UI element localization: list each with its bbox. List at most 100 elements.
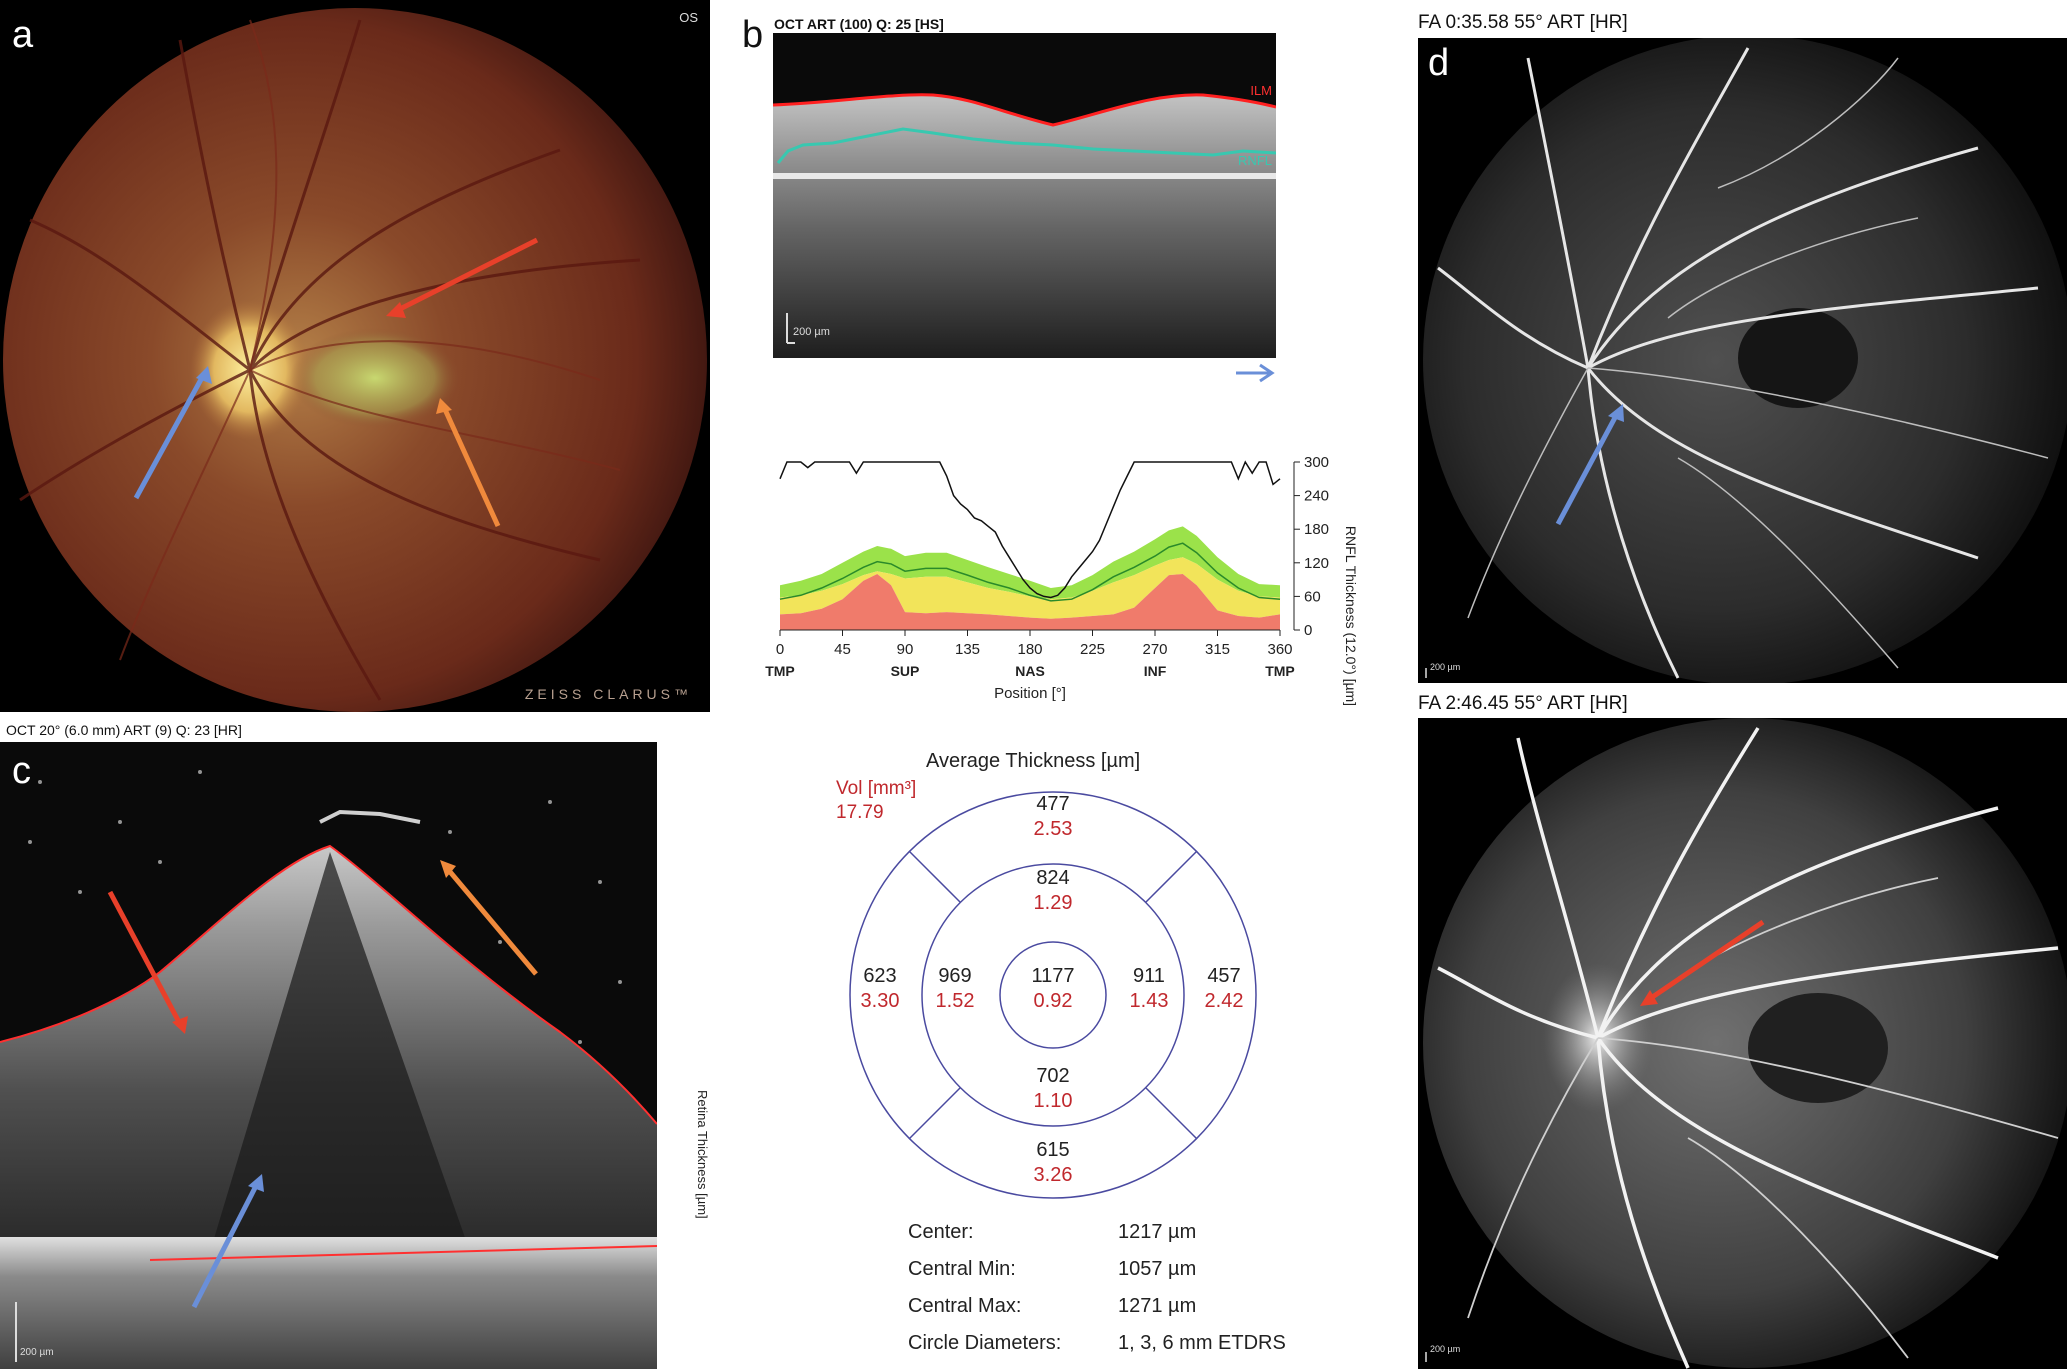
x-tick-label: 135 [955,641,980,658]
etdrs-inner-right: 911 1.43 [1119,964,1179,1014]
y-tick-label: 0 [1304,622,1312,639]
x-tick-label: 225 [1080,641,1105,658]
x-axis-label: Position [°] [994,685,1066,702]
thickness-value: 1177 [1031,965,1075,987]
etdrs-grid [849,791,1257,1199]
etdrs-outer-right: 457 2.42 [1194,964,1254,1014]
panel-c: c 200 µm [0,742,657,1369]
sector-label: SUP [891,663,920,679]
sector-label: TMP [765,663,795,679]
volume-value: 2.42 [1204,990,1244,1012]
fundus-photo [3,8,707,712]
fa-late-scalebar-label: 200 µm [1430,1344,1461,1354]
y-tick-label: 180 [1304,521,1329,538]
volume-value: 3.30 [860,990,900,1012]
thickness-value: 623 [863,965,897,987]
x-tick-label: 360 [1267,641,1292,658]
y-tick-label: 240 [1304,488,1329,505]
thickness-value: 477 [1036,793,1070,815]
thickness-stats: Center: 1217 µm Central Min: 1057 µm Centr… [908,1214,1286,1362]
x-tick-label: 270 [1142,641,1167,658]
panel-d-header-top: FA 0:35.58 55° ART [HR] [1418,12,1628,33]
fa-early-frame: d 200 µm [1418,38,2067,683]
stat-label: Central Max: [908,1295,1022,1317]
stat-value: 1, 3, 6 mm ETDRS [1118,1332,1286,1354]
etdrs-side-label: Retina Thickness [µm] [695,1090,710,1219]
oct-macular-scan [0,770,657,1369]
y-tick-label: 300 [1304,454,1329,471]
sector-label: INF [1144,663,1167,679]
fa-early-image [1423,38,2067,683]
volume-value: 1.10 [1033,1090,1073,1112]
stat-row: Central Min: 1057 µm [908,1251,1286,1288]
thickness-value: 457 [1207,965,1241,987]
etdrs-inner-left: 969 1.52 [925,964,985,1014]
panel-a: a OS ZEISS CLARUS™ [0,0,710,712]
panel-d-header-bottom: FA 2:46.45 55° ART [HR] [1418,693,1628,714]
panel-a-letter: a [12,14,34,56]
etdrs-inner-superior: 824 1.29 [1023,866,1083,916]
x-tick-label: 0 [776,641,784,658]
normal-median-line [779,542,1281,602]
stat-value: 1217 µm [1118,1221,1197,1243]
stat-label: Center: [908,1221,974,1243]
measured-thickness-line [779,460,1281,599]
rnfl-thickness-chart: 0 45 90 135 180 225 270 315 360 0 60 120 180 240 300 TM… [765,454,1359,706]
stat-value: 1057 µm [1118,1258,1197,1280]
y-tick-label: 120 [1304,555,1329,572]
below-normal-band [780,574,1280,630]
x-tick-label: 45 [834,641,851,658]
stat-row: Center: 1217 µm [908,1214,1286,1251]
normal-range-band [780,526,1280,600]
thickness-value: 969 [938,965,972,987]
stat-label: Circle Diameters: [908,1332,1062,1354]
y-tick-label: 60 [1304,588,1321,605]
volume-value: 1.52 [935,990,975,1012]
chart-axes: 0 45 90 135 180 225 270 315 360 0 60 120 180 240 300 TM… [765,454,1359,706]
volume-value: 2.53 [1033,818,1073,840]
eye-label: OS [679,10,698,25]
etdrs-vol-value: 17.79 [836,802,884,823]
chart-plot-area [779,460,1281,630]
stat-value: 1271 µm [1118,1295,1197,1317]
borderline-band [780,557,1280,619]
stat-row: Circle Diameters: 1, 3, 6 mm ETDRS [908,1325,1286,1362]
volume-value: 0.92 [1033,990,1073,1012]
x-tick-label: 315 [1205,641,1230,658]
volume-value: 1.43 [1129,990,1169,1012]
sector-label: TMP [1265,663,1295,679]
volume-value: 3.26 [1033,1164,1073,1186]
thickness-value: 615 [1036,1139,1070,1161]
y-axis-label: RNFL Thickness (12.0°) [µm] [1343,526,1359,706]
x-tick-label: 180 [1017,641,1042,658]
rnfl-label: RNFL [1238,153,1272,168]
etdrs-vol-label: Vol [mm³] [836,778,917,799]
etdrs-title: Average Thickness [µm] [926,750,1141,772]
panel-c-header: OCT 20° (6.0 mm) ART (9) Q: 23 [HR] [6,722,242,738]
oct-line-scan: ILM RNFL 200 µm [773,33,1276,358]
etdrs-outer-superior: 477 2.53 [1023,792,1083,842]
panel-b-letter: b [742,14,764,56]
fa-late-frame: 200 µm [1418,718,2067,1369]
fa-late-image [1423,718,2067,1369]
etdrs-outer-left: 623 3.30 [850,964,910,1014]
oct-c-scalebar-label: 200 µm [20,1347,54,1358]
thickness-value: 824 [1036,867,1070,889]
stat-row: Central Max: 1271 µm [908,1288,1286,1325]
device-watermark: ZEISS CLARUS™ [524,686,692,702]
panel-c-letter: c [12,750,31,792]
stat-label: Central Min: [908,1258,1016,1280]
sector-label: NAS [1015,663,1045,679]
panel-d-letter: d [1428,42,1450,84]
thickness-value: 702 [1036,1065,1070,1087]
volume-value: 1.29 [1033,892,1073,914]
thickness-value: 911 [1133,965,1165,987]
scan-direction-arrow-icon [1236,363,1275,383]
etdrs-center: 1177 0.92 [1018,964,1088,1014]
etdrs-outer-inferior: 615 3.26 [1023,1138,1083,1188]
oct-scalebar-label: 200 µm [793,326,830,338]
panel-b-header: OCT ART (100) Q: 25 [HS] [774,16,944,32]
x-tick-label: 90 [897,641,914,658]
fa-early-scalebar-label: 200 µm [1430,662,1461,672]
etdrs-inner-inferior: 702 1.10 [1023,1064,1083,1114]
